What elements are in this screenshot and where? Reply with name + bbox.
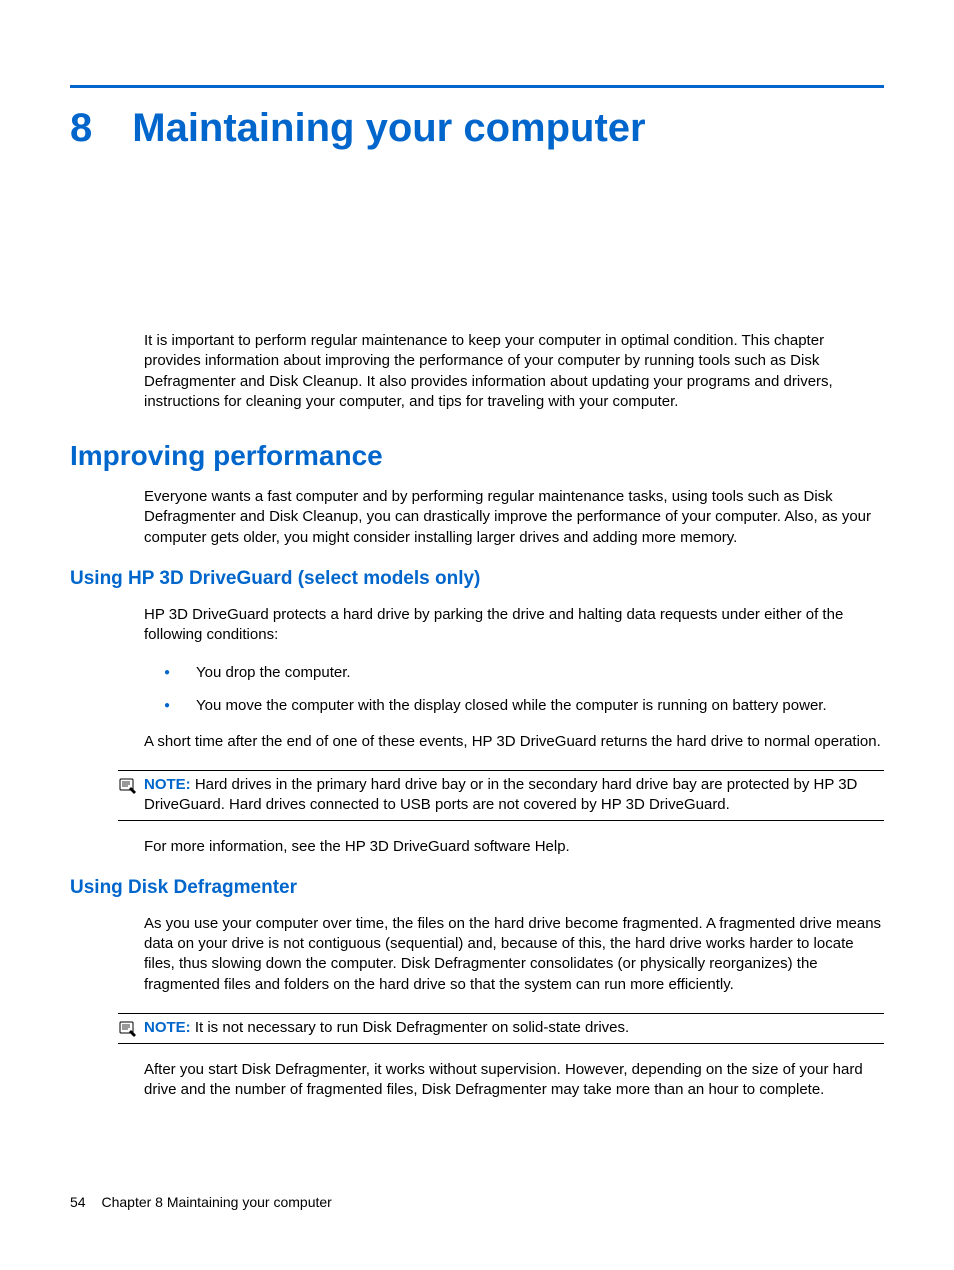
note-body: It is not necessary to run Disk Defragme… [195,1019,629,1036]
chapter-heading: 8 Maintaining your computer [70,106,884,151]
sub1-paragraph-3: For more information, see the HP 3D Driv… [144,837,884,857]
chapter-rule [70,85,884,88]
sub1-bullet-list: You drop the computer. You move the comp… [144,663,884,716]
list-item: You drop the computer. [176,663,884,683]
document-page: 8 Maintaining your computer It is import… [0,0,954,1270]
subsection-heading-driveguard: Using HP 3D DriveGuard (select models on… [70,568,884,590]
note-block: NOTE: It is not necessary to run Disk De… [118,1013,884,1044]
note-icon [118,776,138,796]
chapter-number: 8 [70,106,92,151]
list-item: You move the computer with the display c… [176,696,884,716]
note-label: NOTE: [144,776,191,793]
intro-paragraph: It is important to perform regular maint… [144,331,884,412]
page-number: 54 [70,1194,86,1210]
sub1-paragraph-1: HP 3D DriveGuard protects a hard drive b… [144,605,884,646]
sub2-paragraph-2: After you start Disk Defragmenter, it wo… [144,1060,884,1101]
sub2-paragraph-1: As you use your computer over time, the … [144,914,884,995]
note-icon [118,1019,138,1039]
subsection-heading-defragmenter: Using Disk Defragmenter [70,877,884,899]
note-text: NOTE: Hard drives in the primary hard dr… [144,775,884,816]
note-body: Hard drives in the primary hard drive ba… [144,776,857,813]
footer-chapter-label: Chapter 8 Maintaining your computer [101,1194,331,1210]
note-block: NOTE: Hard drives in the primary hard dr… [118,770,884,821]
chapter-title: Maintaining your computer [132,106,645,151]
note-text: NOTE: It is not necessary to run Disk De… [144,1018,629,1038]
sub1-paragraph-2: A short time after the end of one of the… [144,732,884,752]
page-footer: 54 Chapter 8 Maintaining your computer [70,1194,332,1210]
note-label: NOTE: [144,1019,191,1036]
section1-paragraph: Everyone wants a fast computer and by pe… [144,487,884,548]
section-heading-improving-performance: Improving performance [70,440,884,472]
